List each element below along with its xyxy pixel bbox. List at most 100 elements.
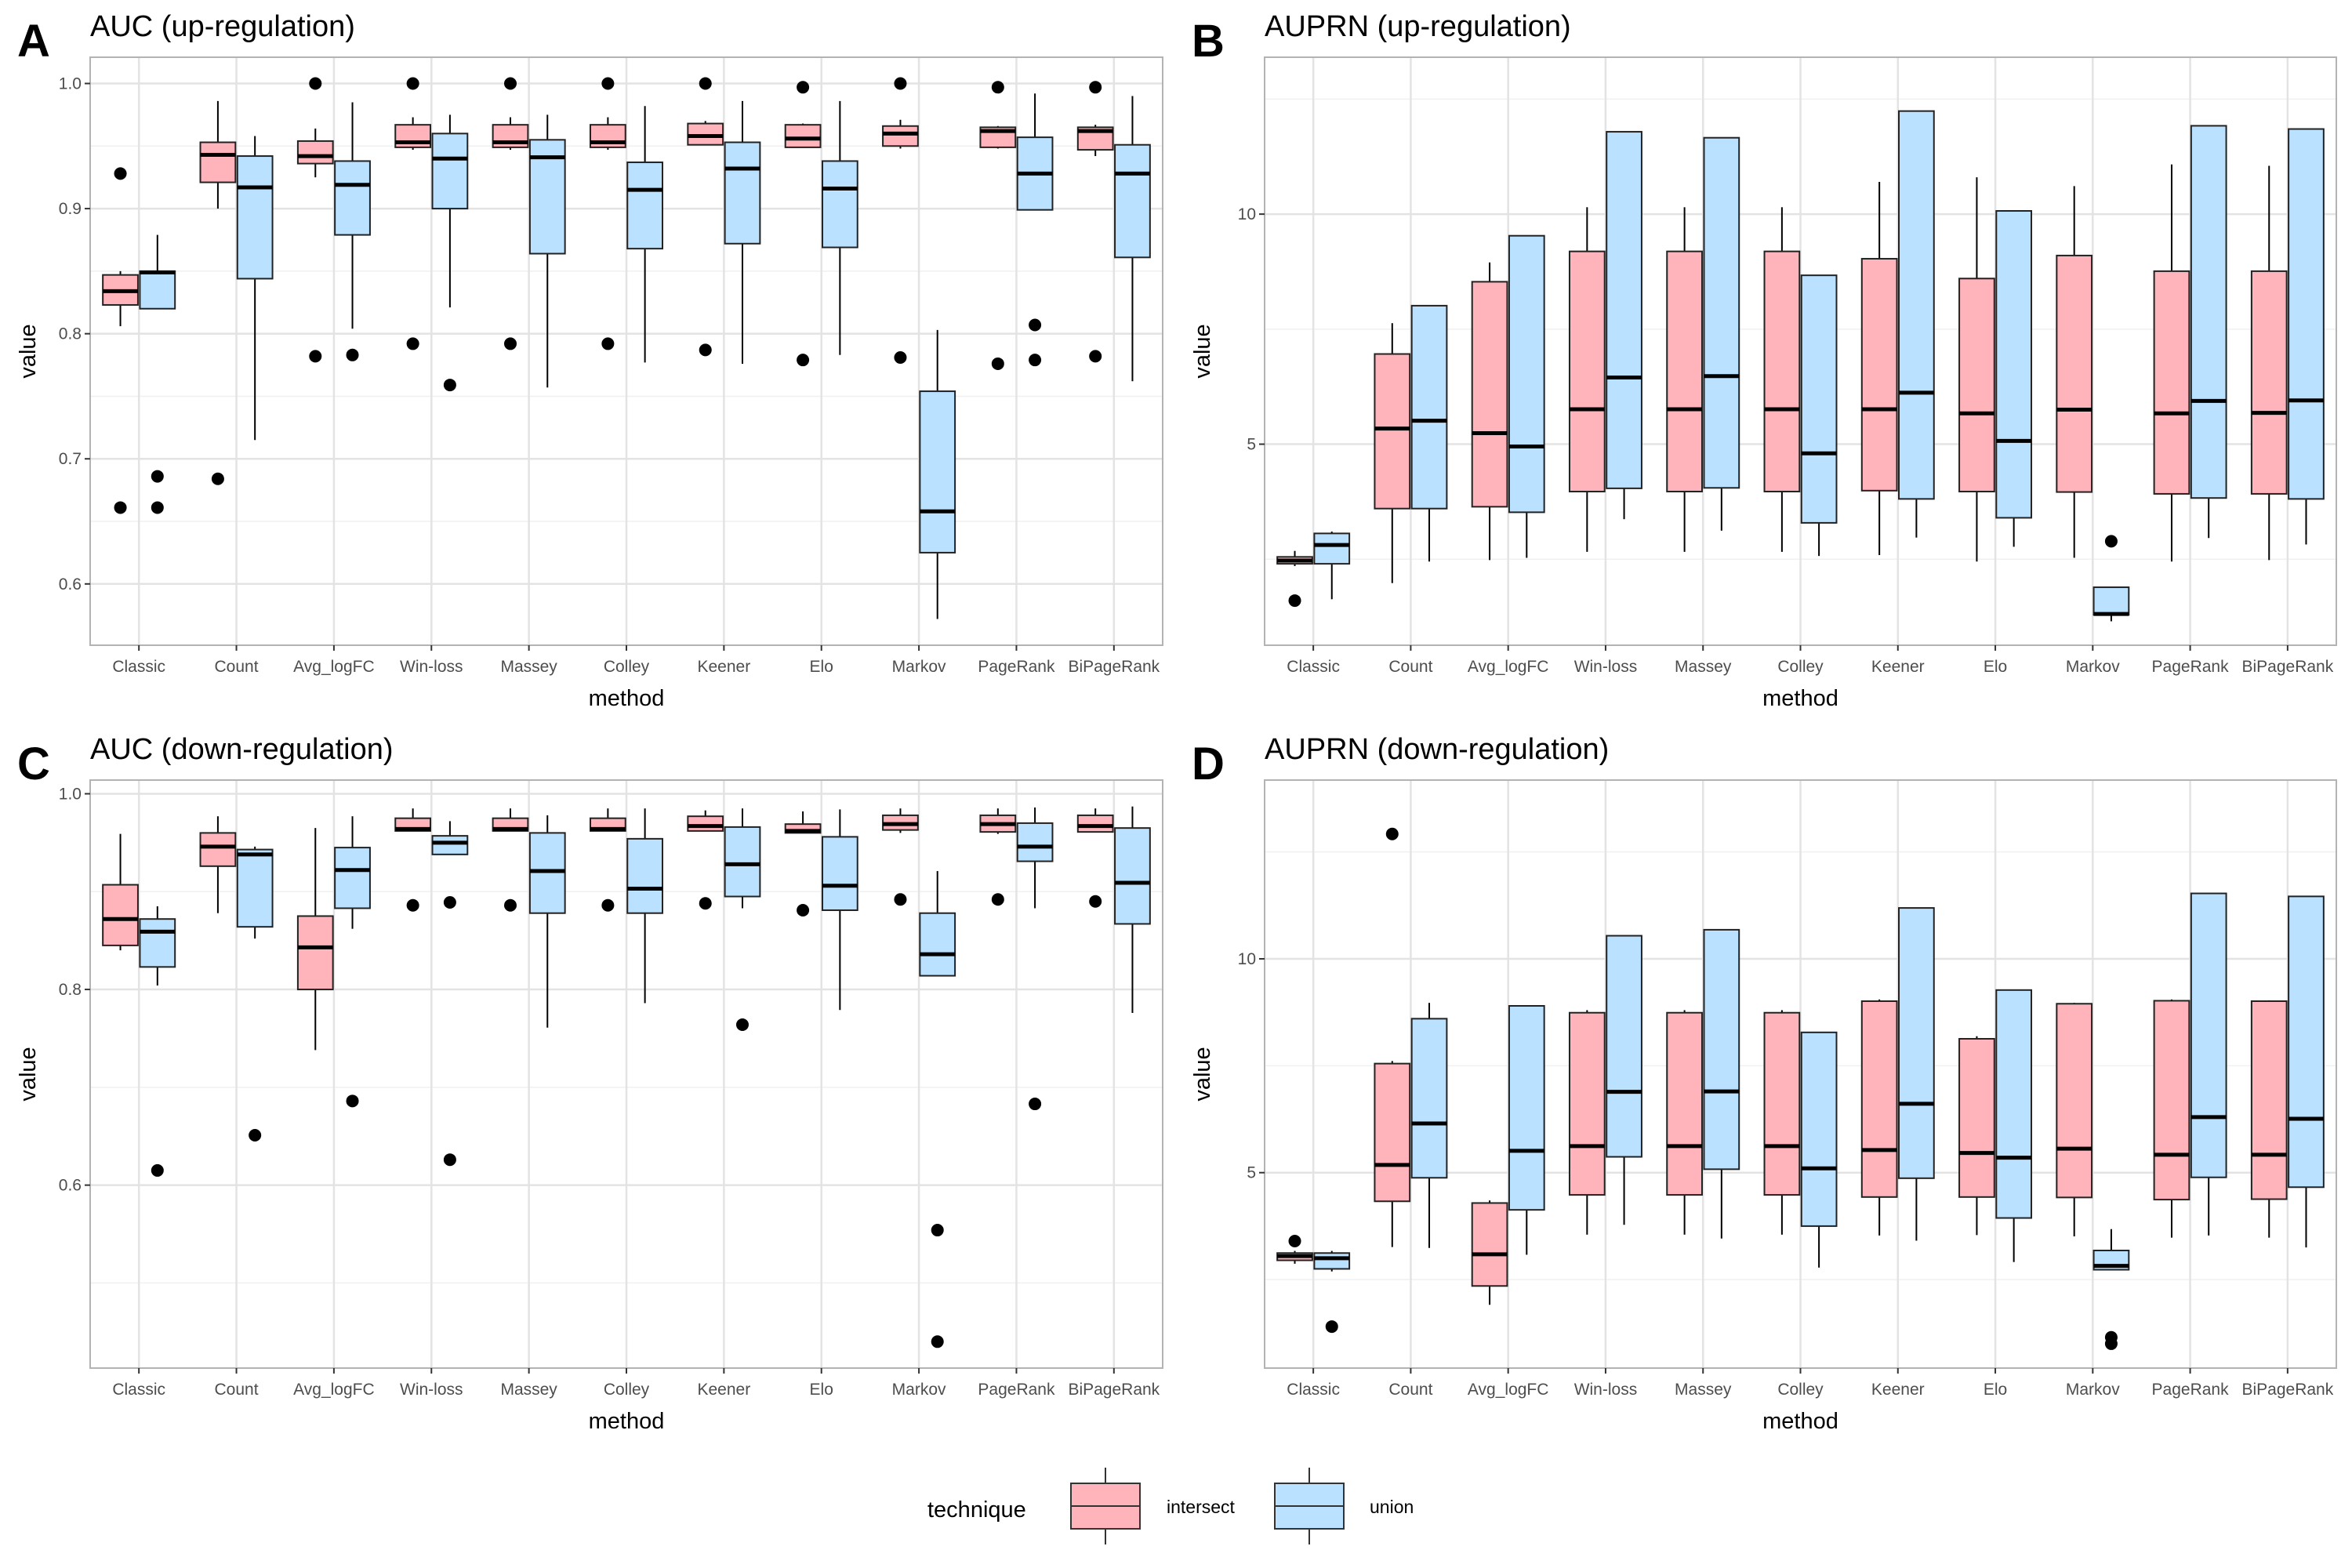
outlier-point [1029, 1098, 1042, 1111]
box-iqr [334, 847, 371, 909]
x-tick-label: Win-loss [1574, 1381, 1638, 1399]
x-tick-label: Massey [500, 1381, 557, 1399]
panel-b: 5 10 Classic Count Avg_logFC Win-loss Massey Co… [1190, 10, 2337, 711]
box-iqr [1471, 281, 1508, 508]
outlier-point [699, 343, 712, 357]
box-pagerank-union [2190, 892, 2227, 1236]
box-massey-intersect [1666, 207, 1703, 552]
box-count-intersect [1374, 323, 1411, 583]
outlier-point [601, 77, 615, 90]
outlier-point [114, 167, 127, 180]
box-win-loss-intersect [394, 808, 432, 912]
outlier-point [443, 1153, 456, 1167]
y-tick-label: 0.7 [59, 450, 82, 468]
x-tick-label: BiPageRank [1068, 658, 1160, 676]
x-tick-label: Count [215, 658, 259, 676]
box-massey-union [528, 114, 566, 388]
box-count-union [1410, 1003, 1448, 1248]
outlier-point [211, 472, 224, 485]
box-iqr [1568, 1011, 1606, 1196]
box-iqr [139, 918, 176, 968]
panel-title: AUPRN (down-regulation) [1265, 733, 1609, 766]
box-iqr [431, 835, 469, 855]
x-axis-title: method [589, 1409, 665, 1434]
box-pagerank-union [1016, 807, 1054, 1111]
box-win-loss-union [1606, 131, 1642, 520]
outlier-point [2104, 535, 2118, 548]
box-iqr [2056, 254, 2093, 493]
x-axis-title: method [1762, 686, 1838, 711]
x-tick-label: Avg_logFC [293, 658, 375, 676]
x-tick-label: Count [215, 1381, 259, 1399]
box-classic-union [139, 906, 176, 1177]
x-axis-title: method [1762, 1409, 1838, 1434]
box-classic-union [1313, 532, 1351, 600]
box-classic-intersect [1276, 550, 1313, 608]
box-iqr [2250, 1000, 2288, 1200]
box-iqr [626, 162, 664, 250]
box-avg_logfc-union [334, 816, 371, 1108]
box-iqr [1410, 1018, 1448, 1179]
box-iqr [1703, 136, 1740, 489]
box-avg_logfc-intersect [1471, 1200, 1508, 1305]
legend-label-union: union [1370, 1497, 1414, 1517]
x-tick-label: Count [1388, 1381, 1432, 1399]
box-avg_logfc-intersect [296, 77, 334, 363]
box-bipagerank-intersect [2250, 165, 2288, 561]
x-tick-label: BiPageRank [2241, 1381, 2333, 1399]
x-tick-label: Colley [604, 658, 650, 676]
box-iqr [821, 836, 858, 911]
outlier-point [151, 501, 164, 514]
x-tick-label: Markov [892, 1381, 946, 1399]
box-markov-union [919, 871, 956, 1348]
box-iqr [1898, 907, 1935, 1179]
box-bipagerank-union [2288, 128, 2325, 545]
box-iqr [784, 124, 822, 148]
box-elo-intersect [784, 81, 822, 367]
box-iqr [1114, 143, 1151, 259]
box-iqr [334, 160, 371, 236]
box-colley-union [626, 808, 664, 1004]
box-bipagerank-intersect [1076, 81, 1114, 363]
box-iqr [2190, 125, 2227, 499]
box-pagerank-intersect [2153, 999, 2190, 1238]
box-colley-intersect [1763, 1010, 1801, 1235]
box-massey-union [528, 815, 566, 1028]
box-win-loss-union [431, 821, 469, 1167]
x-tick-label: Classic [1287, 1381, 1340, 1399]
panel-title: AUC (up-regulation) [90, 10, 355, 43]
outlier-point [601, 898, 615, 912]
panel-title: AUPRN (up-regulation) [1265, 10, 1571, 43]
box-markov-union [919, 329, 956, 619]
box-iqr [1016, 822, 1054, 862]
panel-label: A [17, 16, 50, 67]
legend-label-intersect: intersect [1167, 1497, 1236, 1517]
outlier-point [406, 898, 419, 912]
box-pagerank-union [1016, 93, 1054, 367]
box-iqr [1076, 814, 1114, 833]
box-keener-union [1898, 907, 1935, 1241]
y-tick-label: 0.9 [59, 200, 82, 218]
box-count-union [236, 846, 274, 1142]
x-tick-label: Keener [698, 658, 751, 676]
x-tick-label: PageRank [2152, 658, 2230, 676]
box-iqr [1958, 1038, 1995, 1198]
y-tick-label: 5 [1247, 436, 1256, 454]
box-classic-union [139, 234, 176, 514]
box-markov-intersect [2056, 1003, 2093, 1236]
box-iqr [431, 132, 469, 210]
outlier-point [1089, 350, 1102, 363]
box-iqr [1374, 353, 1411, 510]
legend-title: technique [927, 1497, 1026, 1523]
x-tick-label: PageRank [2152, 1381, 2230, 1399]
outlier-point [406, 337, 419, 350]
y-tick-label: 0.8 [59, 325, 82, 343]
box-bipagerank-union [1114, 806, 1151, 1014]
box-colley-union [1800, 274, 1838, 557]
x-tick-label: Keener [1871, 1381, 1925, 1399]
outlier-point [991, 357, 1004, 370]
box-iqr [1374, 1062, 1411, 1203]
x-tick-label: Elo [810, 1381, 833, 1399]
outlier-point [249, 1128, 262, 1142]
outlier-point [991, 893, 1004, 906]
